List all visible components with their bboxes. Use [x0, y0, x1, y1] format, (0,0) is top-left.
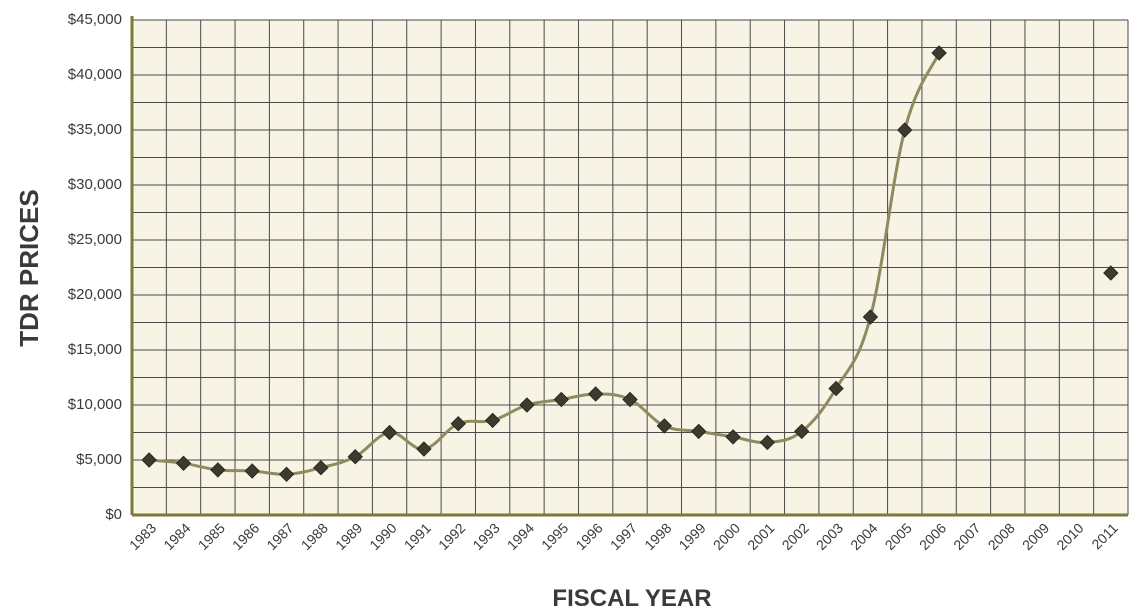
x-tick-label: 1996	[572, 520, 605, 553]
x-tick-label: 2001	[744, 520, 777, 553]
data-point-1985	[210, 462, 226, 478]
y-tick-label: $20,000	[68, 286, 122, 303]
y-tick-label: $25,000	[68, 231, 122, 248]
y-tick-label: $10,000	[68, 396, 122, 413]
x-tick-label: 1991	[401, 520, 434, 553]
x-tick-label: 1999	[675, 520, 708, 553]
data-point-1994	[519, 397, 535, 413]
x-tick-label: 1987	[263, 520, 296, 553]
y-tick-label: $40,000	[68, 66, 122, 83]
x-tick-label: 1992	[435, 520, 468, 553]
data-point-1984	[175, 455, 192, 472]
x-tick-label: 1985	[195, 520, 228, 553]
x-tick-label: 2005	[882, 520, 915, 553]
y-axis-title: TDR PRICES	[14, 189, 44, 346]
data-point-2011	[1103, 265, 1119, 281]
price-series	[141, 45, 1119, 483]
x-tick-label: 2009	[1019, 520, 1052, 553]
data-point-1997	[622, 391, 638, 408]
x-tick-label: 1990	[366, 520, 399, 553]
x-tick-label: 1986	[229, 520, 262, 553]
x-tick-label: 2008	[985, 520, 1018, 553]
data-point-1999	[690, 423, 707, 440]
data-point-1988	[313, 459, 329, 476]
x-tick-label: 1983	[126, 520, 159, 553]
data-point-1987	[278, 466, 295, 483]
data-point-1998	[656, 418, 673, 434]
data-point-1983	[141, 452, 157, 468]
x-tick-label: 2000	[710, 520, 743, 553]
y-tick-label: $5,000	[76, 451, 122, 468]
x-axis-title: FISCAL YEAR	[552, 585, 711, 612]
data-point-1991	[416, 441, 432, 457]
x-tick-label: 1994	[504, 520, 537, 553]
axes	[130, 16, 1128, 517]
x-tick-label: 1988	[298, 520, 331, 553]
x-tick-label: 1989	[332, 520, 365, 553]
data-point-1986	[244, 463, 260, 479]
data-point-1993	[484, 412, 501, 429]
x-tick-label: 2006	[916, 520, 949, 553]
y-tick-label: $35,000	[68, 121, 122, 138]
data-point-2005	[897, 122, 913, 138]
data-point-1990	[381, 424, 398, 441]
x-tick-label: 2003	[813, 520, 846, 553]
y-tick-label: $0	[105, 506, 122, 523]
data-point-1995	[553, 391, 570, 408]
y-tick-labels: $0 $5,000 $10,000 $15,000 $20,000 $25,000 $30,…	[68, 11, 122, 523]
y-tick-label: $45,000	[68, 11, 122, 28]
data-point-2001	[759, 434, 776, 451]
data-point-2000	[725, 429, 741, 445]
x-tick-label: 2007	[950, 520, 983, 553]
data-point-1989	[347, 448, 363, 465]
data-point-2004	[862, 309, 879, 325]
data-point-2003	[828, 380, 844, 397]
x-tick-label: 1998	[641, 520, 674, 553]
x-tick-labels: 1983 1984 1985 1986 1987 1988 1989 1990 1991 1992…	[126, 520, 1121, 553]
x-tick-label: 2002	[779, 520, 812, 553]
x-tick-label: 1997	[607, 520, 640, 553]
data-point-2006	[931, 45, 947, 61]
x-tick-label: 1995	[538, 520, 571, 553]
x-tick-label: 2010	[1053, 520, 1086, 553]
x-tick-label: 2004	[847, 520, 880, 553]
x-tick-label: 2011	[1088, 520, 1121, 553]
y-tick-label: $30,000	[68, 176, 122, 193]
data-point-1996	[587, 386, 604, 402]
data-point-2002	[794, 423, 810, 440]
x-tick-label: 1984	[160, 520, 193, 553]
x-tick-label: 1993	[469, 520, 502, 553]
y-tick-label: $15,000	[68, 341, 122, 358]
data-point-1992	[450, 415, 466, 432]
